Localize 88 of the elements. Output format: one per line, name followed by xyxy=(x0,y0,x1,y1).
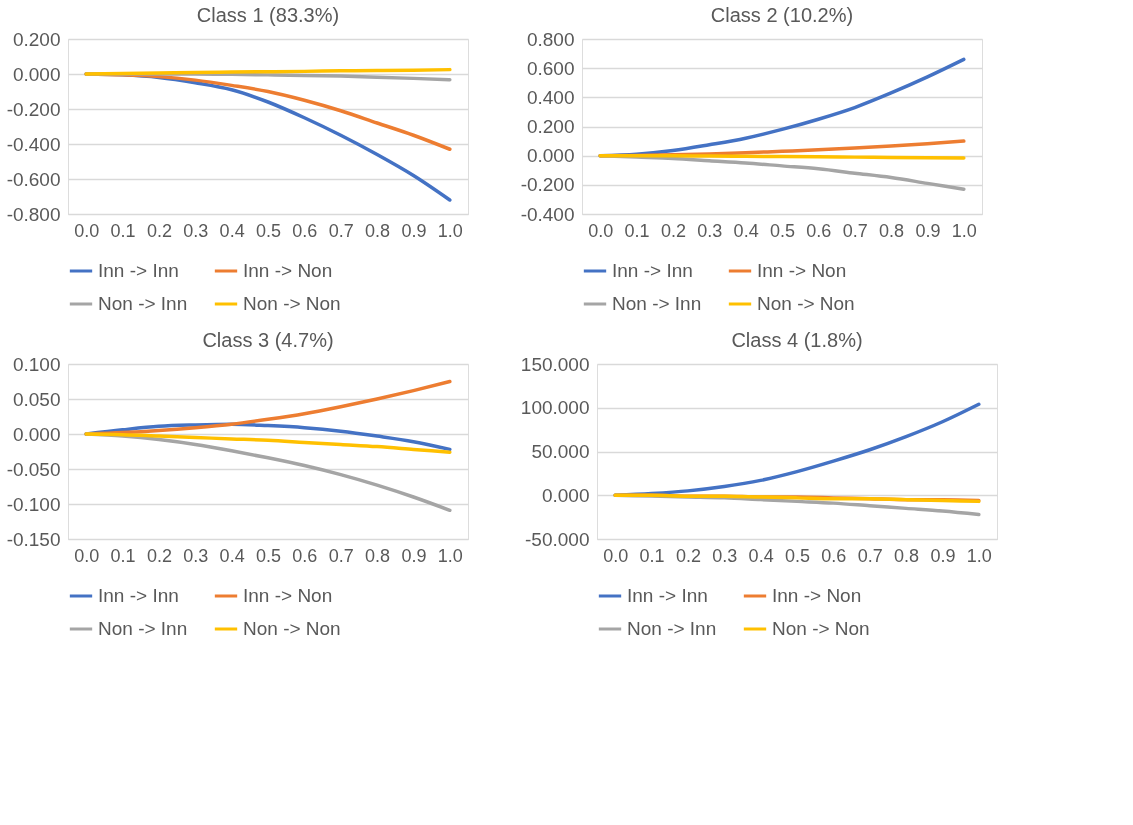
y-tick-label: 0.200 xyxy=(526,116,575,137)
chart-title: Class 2 (10.2%) xyxy=(710,4,854,26)
x-tick-label: 0.2 xyxy=(660,220,686,241)
x-tick-label: 0.4 xyxy=(748,545,774,566)
x-tick-label: 0.6 xyxy=(821,545,847,566)
legend-label: Inn -> Inn xyxy=(612,260,693,281)
x-tick-label: 0.6 xyxy=(292,220,318,241)
x-tick-label: 0.6 xyxy=(292,545,318,566)
x-tick-label: 0.4 xyxy=(733,220,759,241)
legend-label: Inn -> Inn xyxy=(98,585,179,606)
legend-label: Inn -> Non xyxy=(757,260,847,281)
chart-title: Class 3 (4.7%) xyxy=(202,329,334,351)
x-tick-label: 0.3 xyxy=(712,545,738,566)
y-tick-label: 0.000 xyxy=(12,423,61,445)
x-tick-label: 0.0 xyxy=(588,220,614,241)
x-tick-label: 0.6 xyxy=(806,220,832,241)
y-tick-label: 0.200 xyxy=(12,28,61,50)
x-tick-label: 0.3 xyxy=(183,220,209,241)
x-tick-label: 0.7 xyxy=(857,545,883,566)
y-tick-label: -50.000 xyxy=(525,528,590,550)
x-tick-label: 0.1 xyxy=(110,545,136,566)
legend-label: Inn -> Non xyxy=(243,585,333,606)
y-tick-label: -0.400 xyxy=(6,133,61,155)
x-tick-label: 0.0 xyxy=(74,545,100,566)
x-tick-label: 0.8 xyxy=(365,545,391,566)
x-tick-label: 1.0 xyxy=(437,220,463,241)
x-tick-label: 0.1 xyxy=(624,220,650,241)
x-tick-label: 0.5 xyxy=(255,545,282,566)
x-tick-label: 0.7 xyxy=(328,220,354,241)
y-tick-label: 0.100 xyxy=(12,353,61,375)
legend-label: Non -> Inn xyxy=(98,618,188,639)
x-tick-label: 0.9 xyxy=(915,220,941,241)
chart-title: Class 1 (83.3%) xyxy=(196,4,340,26)
x-tick-label: 0.3 xyxy=(697,220,723,241)
y-tick-label: 50.000 xyxy=(531,441,590,462)
x-tick-label: 0.9 xyxy=(401,220,427,241)
x-tick-label: 0.1 xyxy=(639,545,665,566)
legend-label: Inn -> Inn xyxy=(627,585,708,606)
y-tick-label: 150.000 xyxy=(520,353,590,375)
x-tick-label: 0.5 xyxy=(255,220,282,241)
legend-label: Inn -> Non xyxy=(243,260,333,281)
x-tick-label: 0.2 xyxy=(146,220,172,241)
x-tick-label: 1.0 xyxy=(966,545,992,566)
y-tick-label: 0.600 xyxy=(526,57,575,79)
x-tick-label: 0.7 xyxy=(328,545,354,566)
legend-label: Non -> Inn xyxy=(612,293,702,314)
x-tick-label: 0.3 xyxy=(183,545,209,566)
y-tick-label: -0.400 xyxy=(520,203,575,225)
legend-label: Non -> Non xyxy=(757,293,855,314)
x-tick-label: 0.9 xyxy=(930,545,956,566)
x-tick-label: 0.4 xyxy=(219,545,245,566)
legend-label: Non -> Non xyxy=(243,618,341,639)
legend-label: Inn -> Inn xyxy=(98,260,179,281)
x-tick-label: 0.8 xyxy=(879,220,905,241)
x-tick-label: 0.0 xyxy=(603,545,629,566)
chart-title: Class 4 (1.8%) xyxy=(731,329,863,351)
x-tick-label: 0.9 xyxy=(401,545,427,566)
legend-label: Inn -> Non xyxy=(772,585,862,606)
x-tick-label: 0.5 xyxy=(784,545,811,566)
x-tick-label: 0.8 xyxy=(894,545,920,566)
y-tick-label: -0.200 xyxy=(520,174,575,196)
x-tick-label: 0.4 xyxy=(219,220,245,241)
y-tick-label: 100.000 xyxy=(520,397,590,419)
legend-label: Non -> Non xyxy=(772,618,870,639)
y-tick-label: -0.800 xyxy=(6,203,61,225)
y-tick-label: 0.000 xyxy=(526,145,575,167)
y-tick-label: 0.000 xyxy=(12,63,61,85)
x-tick-label: 1.0 xyxy=(951,220,977,241)
legend-label: Non -> Inn xyxy=(98,293,188,314)
y-tick-label: 0.800 xyxy=(526,28,575,50)
x-tick-label: 0.7 xyxy=(842,220,868,241)
legend-label: Non -> Non xyxy=(243,293,341,314)
x-tick-label: 0.2 xyxy=(146,545,172,566)
y-tick-label: -0.050 xyxy=(6,458,61,480)
y-tick-label: 0.400 xyxy=(526,86,575,108)
y-tick-label: -0.100 xyxy=(6,493,61,515)
y-tick-label: 0.000 xyxy=(541,484,590,506)
y-tick-label: -0.150 xyxy=(6,528,61,550)
y-tick-label: -0.600 xyxy=(6,168,61,190)
x-tick-label: 1.0 xyxy=(437,545,463,566)
x-tick-label: 0.1 xyxy=(110,220,136,241)
x-tick-label: 0.2 xyxy=(675,545,701,566)
x-tick-label: 0.0 xyxy=(74,220,100,241)
x-tick-label: 0.8 xyxy=(365,220,391,241)
legend-label: Non -> Inn xyxy=(627,618,717,639)
x-tick-label: 0.5 xyxy=(769,220,796,241)
y-tick-label: -0.200 xyxy=(6,98,61,120)
y-tick-label: 0.050 xyxy=(12,388,61,410)
